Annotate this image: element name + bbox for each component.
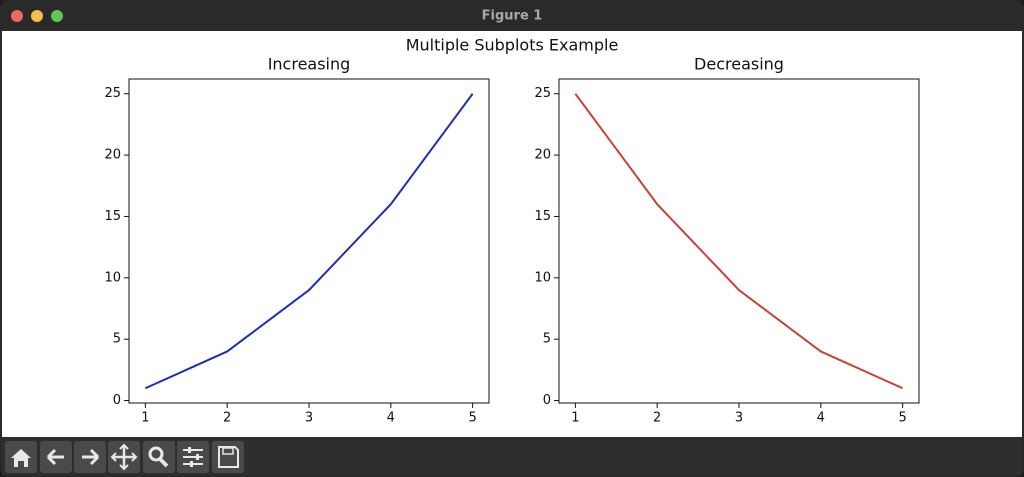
y-tick-label: 20 — [534, 148, 551, 163]
y-tick-label: 0 — [543, 393, 551, 408]
x-tick-label: 5 — [898, 411, 906, 426]
x-tick-label: 2 — [653, 411, 661, 426]
x-tick-label: 4 — [387, 411, 395, 426]
figure — [2, 31, 1022, 437]
axes-frame — [558, 78, 920, 404]
y-tick-label: 15 — [534, 209, 551, 224]
axes-title: Decreasing — [694, 55, 784, 74]
zoom-button[interactable] — [51, 10, 63, 22]
x-tick-label: 2 — [223, 411, 231, 426]
y-tick-label: 0 — [113, 393, 121, 408]
save-button[interactable] — [212, 441, 244, 473]
zoom-tool-button[interactable] — [143, 441, 175, 473]
x-tick-label: 1 — [571, 411, 579, 426]
y-tick-label: 10 — [104, 270, 121, 285]
axes-title: Increasing — [268, 55, 351, 74]
y-tick-label: 5 — [113, 332, 121, 347]
suptitle: Multiple Subplots Example — [406, 36, 619, 55]
y-tick-label: 25 — [104, 86, 121, 101]
x-tick-label: 5 — [468, 411, 476, 426]
window-title: Figure 1 — [482, 9, 543, 24]
x-tick-label: 3 — [735, 411, 743, 426]
y-tick-label: 25 — [534, 86, 551, 101]
y-tick-label: 15 — [104, 209, 121, 224]
minimize-button[interactable] — [31, 10, 43, 22]
line — [144, 93, 474, 390]
y-tick-label: 5 — [543, 332, 551, 347]
x-tick-label: 3 — [305, 411, 313, 426]
y-tick-label: 20 — [104, 148, 121, 163]
axes-frame — [128, 78, 490, 404]
x-tick-label: 4 — [817, 411, 825, 426]
close-button[interactable] — [11, 10, 23, 22]
toolbar-icons — [11, 443, 239, 471]
y-tick-label: 10 — [534, 270, 551, 285]
line — [574, 93, 904, 390]
toolbar — [2, 437, 1022, 475]
x-tick-label: 1 — [141, 411, 149, 426]
